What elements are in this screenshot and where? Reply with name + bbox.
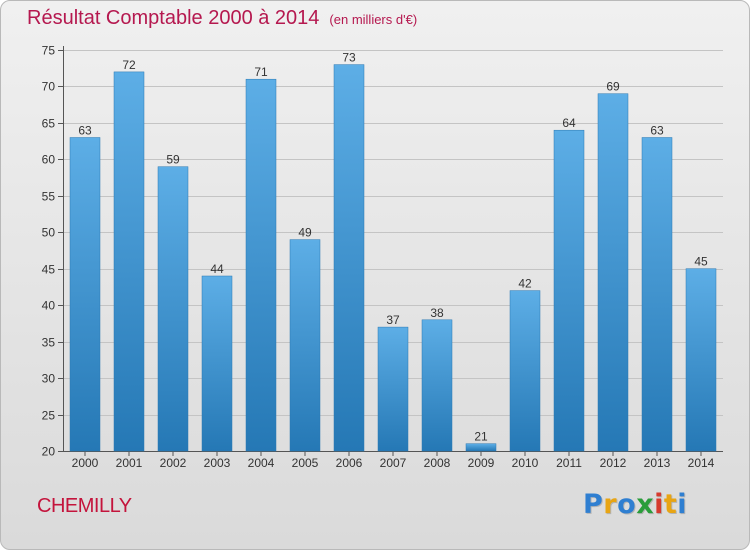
- x-tick-label: 2004: [248, 456, 275, 470]
- data-label-2004: 71: [254, 65, 268, 79]
- chart-title-unit: (en milliers d'€): [329, 12, 418, 27]
- y-tick-label: 50: [42, 226, 56, 240]
- commune-name: CHEMILLY: [37, 495, 132, 517]
- x-tick-label: 2011: [556, 456, 582, 470]
- y-tick-label: 55: [42, 190, 56, 204]
- x-tick-label: 2001: [116, 456, 143, 470]
- bar-2006: [333, 64, 365, 452]
- y-tick-label: 25: [42, 409, 56, 423]
- x-tick-label: 2000: [72, 456, 99, 470]
- data-label-2001: 72: [122, 58, 136, 72]
- y-tick-label: 75: [42, 44, 56, 58]
- data-label-2007: 37: [386, 313, 400, 327]
- data-label-2014: 45: [694, 255, 708, 269]
- y-tick-label: 45: [42, 263, 56, 277]
- x-tick-label: 2014: [688, 456, 715, 470]
- y-tick-label: 40: [42, 299, 56, 313]
- data-label-2008: 38: [430, 306, 444, 320]
- data-labels: 63 72 59 44 71 49 73 37 38 21 42 64 69 63 45: [78, 51, 708, 444]
- bar-2000: [69, 137, 101, 452]
- bar-2013: [641, 137, 673, 452]
- data-label-2003: 44: [210, 262, 224, 276]
- chart-title: Résultat Comptable 2000 à 2014 (en millie…: [27, 7, 417, 30]
- y-tick-label: 20: [42, 445, 56, 459]
- x-tick-label: 2008: [424, 456, 451, 470]
- y-tick-label: 35: [42, 336, 56, 350]
- x-tick-label: 2002: [160, 456, 187, 470]
- data-label-2005: 49: [298, 226, 312, 240]
- bar-2014: [685, 268, 717, 452]
- data-label-2011: 64: [562, 116, 576, 130]
- x-tick-label: 2013: [644, 456, 671, 470]
- x-tick-label: 2007: [380, 456, 407, 470]
- bars: [69, 64, 717, 452]
- y-tick-label: 30: [42, 372, 56, 386]
- data-label-2006: 73: [342, 51, 356, 65]
- bar-2012: [597, 93, 629, 452]
- data-label-2002: 59: [166, 153, 180, 167]
- x-tick-label: 2005: [292, 456, 319, 470]
- bar-2008: [421, 319, 453, 452]
- data-label-2013: 63: [650, 123, 664, 137]
- logo-letter: i: [677, 489, 688, 520]
- y-tick-label: 60: [42, 153, 56, 167]
- bar-2009: [465, 443, 497, 452]
- logo-letter: x: [636, 489, 655, 520]
- bar-2001: [113, 71, 145, 452]
- bar-2004: [245, 78, 277, 452]
- logo-letter: r: [603, 489, 618, 520]
- x-tick-label: 2010: [512, 456, 539, 470]
- x-tick-label: 2006: [336, 456, 363, 470]
- bar-2003: [201, 275, 233, 452]
- x-tick-label: 2012: [600, 456, 627, 470]
- logo-letter: t: [663, 489, 678, 520]
- data-label-2010: 42: [518, 277, 532, 291]
- x-tick-label: 2009: [468, 456, 495, 470]
- bar-2005: [289, 239, 321, 452]
- chart-title-main: Résultat Comptable 2000 à 2014: [27, 7, 320, 29]
- y-tick-label: 70: [42, 80, 56, 94]
- bar-2007: [377, 326, 409, 452]
- data-label-2000: 63: [78, 123, 92, 137]
- logo-letter: o: [617, 489, 637, 520]
- logo-letter: P: [583, 489, 604, 520]
- logo-letter: i: [654, 489, 664, 520]
- data-label-2009: 21: [474, 430, 488, 444]
- axes: 20 25 30 35 40 45 50 55 60 65 70 75 2000 2001 2002 2003…: [42, 44, 723, 470]
- bar-2010: [509, 290, 541, 452]
- bar-2002: [157, 166, 189, 452]
- data-label-2012: 69: [606, 80, 620, 94]
- y-tick-label: 65: [42, 117, 56, 131]
- bar-2011: [553, 129, 585, 452]
- proxiti-logo: Proxiti: [583, 489, 687, 520]
- x-tick-label: 2003: [204, 456, 231, 470]
